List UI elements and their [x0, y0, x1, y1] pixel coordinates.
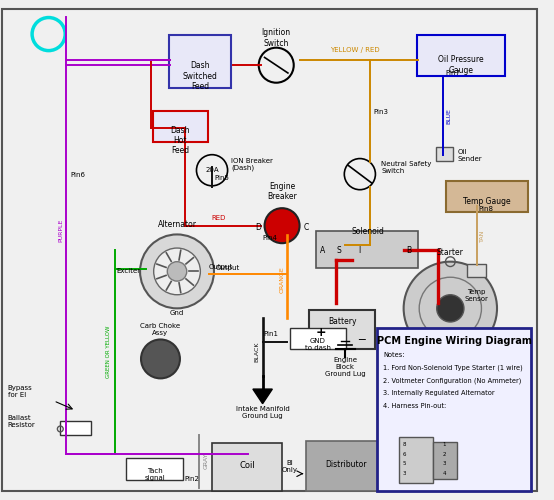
Text: Pin6: Pin6: [70, 172, 85, 178]
Bar: [433, 442, 457, 478]
Text: Tach
signal: Tach signal: [144, 468, 165, 481]
Text: 3: 3: [443, 462, 446, 466]
Text: Neutral Safety
Switch: Neutral Safety Switch: [381, 161, 432, 174]
Text: Pin5: Pin5: [214, 175, 229, 181]
Text: I: I: [359, 246, 361, 255]
FancyBboxPatch shape: [153, 111, 208, 142]
Text: A: A: [320, 246, 326, 255]
FancyBboxPatch shape: [169, 35, 232, 88]
Bar: [316, 230, 418, 268]
Text: Pin4: Pin4: [263, 236, 278, 242]
Text: 2. Voltmeter Configuration (No Ammeter): 2. Voltmeter Configuration (No Ammeter): [383, 378, 521, 384]
Text: Dash
Switched
Feed: Dash Switched Feed: [183, 62, 218, 91]
Text: Exciter: Exciter: [116, 268, 140, 274]
Text: Distributor: Distributor: [326, 460, 367, 469]
Text: Oil Pressure
Gauge: Oil Pressure Gauge: [438, 56, 484, 75]
Text: Pin7: Pin7: [445, 70, 460, 76]
Bar: [436, 147, 453, 160]
Text: PURPLE: PURPLE: [59, 219, 64, 242]
Text: Dash
Hot
Feed: Dash Hot Feed: [170, 126, 189, 156]
Text: Gnd: Gnd: [170, 310, 184, 316]
Polygon shape: [253, 389, 273, 404]
Circle shape: [153, 248, 201, 294]
Bar: [306, 440, 386, 491]
Text: Pin8: Pin8: [479, 206, 494, 212]
Text: BLACK: BLACK: [255, 342, 260, 362]
Text: Temp
Sensor: Temp Sensor: [465, 289, 489, 302]
Text: S: S: [336, 246, 341, 255]
Text: Bypass
for EI: Bypass for EI: [8, 384, 33, 398]
Text: ION Breaker
(Dash): ION Breaker (Dash): [232, 158, 273, 171]
Text: 3. Internally Regulated Alternator: 3. Internally Regulated Alternator: [383, 390, 495, 396]
Circle shape: [140, 234, 214, 308]
Text: Ballast
Resistor: Ballast Resistor: [8, 416, 35, 428]
Bar: [309, 310, 376, 349]
Text: Battery: Battery: [328, 317, 357, 326]
Text: 1. Ford Non-Solenoid Type Starter (1 wire): 1. Ford Non-Solenoid Type Starter (1 wir…: [383, 365, 523, 372]
Text: Ignition
Switch: Ignition Switch: [261, 28, 291, 48]
Text: 4: 4: [443, 471, 446, 476]
Text: Coil: Coil: [239, 462, 255, 470]
Bar: [290, 328, 346, 349]
Text: Carb Choke
Assy: Carb Choke Assy: [140, 322, 181, 336]
Circle shape: [265, 208, 300, 243]
Text: Engine
Breaker: Engine Breaker: [267, 182, 297, 202]
Text: Temp Gauge: Temp Gauge: [464, 196, 511, 205]
FancyBboxPatch shape: [417, 35, 505, 76]
Text: 2: 2: [443, 452, 446, 457]
Text: BI
Only: BI Only: [282, 460, 298, 473]
Text: 20A: 20A: [205, 167, 219, 173]
FancyBboxPatch shape: [447, 181, 528, 212]
Text: GREEN OR YELLOW: GREEN OR YELLOW: [106, 326, 111, 378]
Text: 5: 5: [403, 462, 407, 466]
Text: Pin1: Pin1: [264, 330, 279, 336]
Text: 1: 1: [443, 442, 446, 447]
Text: Output: Output: [209, 264, 233, 270]
Text: 6: 6: [403, 452, 407, 457]
Text: GND
to dash: GND to dash: [305, 338, 331, 350]
Text: YELLOW / RED: YELLOW / RED: [330, 46, 380, 52]
Text: Pin3: Pin3: [373, 109, 388, 115]
Text: PCM Engine Wiring Diagram: PCM Engine Wiring Diagram: [377, 336, 532, 345]
Bar: [467, 264, 486, 277]
Text: 3: 3: [403, 471, 407, 476]
Text: Output: Output: [216, 264, 240, 270]
Text: ORANGE: ORANGE: [280, 266, 285, 292]
Text: ─: ─: [358, 334, 365, 344]
Bar: [212, 442, 282, 491]
Text: Engine
Block
Ground Lug: Engine Block Ground Lug: [325, 357, 366, 377]
Bar: [126, 458, 183, 479]
Text: B: B: [406, 246, 411, 255]
Text: Oil
Sender: Oil Sender: [457, 149, 482, 162]
Text: +: +: [316, 326, 326, 338]
Circle shape: [141, 340, 180, 378]
Circle shape: [167, 262, 187, 281]
Text: 4. Harness Pin-out:: 4. Harness Pin-out:: [383, 402, 447, 408]
Text: Pin2: Pin2: [185, 476, 199, 482]
Bar: [399, 436, 433, 484]
Text: Notes:: Notes:: [383, 352, 405, 358]
Text: GRAY: GRAY: [203, 453, 208, 469]
Bar: [60, 421, 91, 435]
Text: 8: 8: [403, 442, 407, 447]
Text: D: D: [255, 223, 261, 232]
Bar: [377, 328, 531, 491]
Text: RED: RED: [212, 215, 226, 221]
Circle shape: [437, 294, 464, 322]
Text: C: C: [304, 223, 309, 232]
Text: Alternator: Alternator: [157, 220, 197, 228]
Text: TAN: TAN: [480, 229, 485, 241]
Text: BLUE: BLUE: [447, 108, 452, 124]
Text: Starter: Starter: [437, 248, 464, 257]
Circle shape: [404, 262, 497, 355]
Text: Intake Manifold
Ground Lug: Intake Manifold Ground Lug: [236, 406, 290, 418]
Text: Solenoid: Solenoid: [351, 228, 384, 236]
